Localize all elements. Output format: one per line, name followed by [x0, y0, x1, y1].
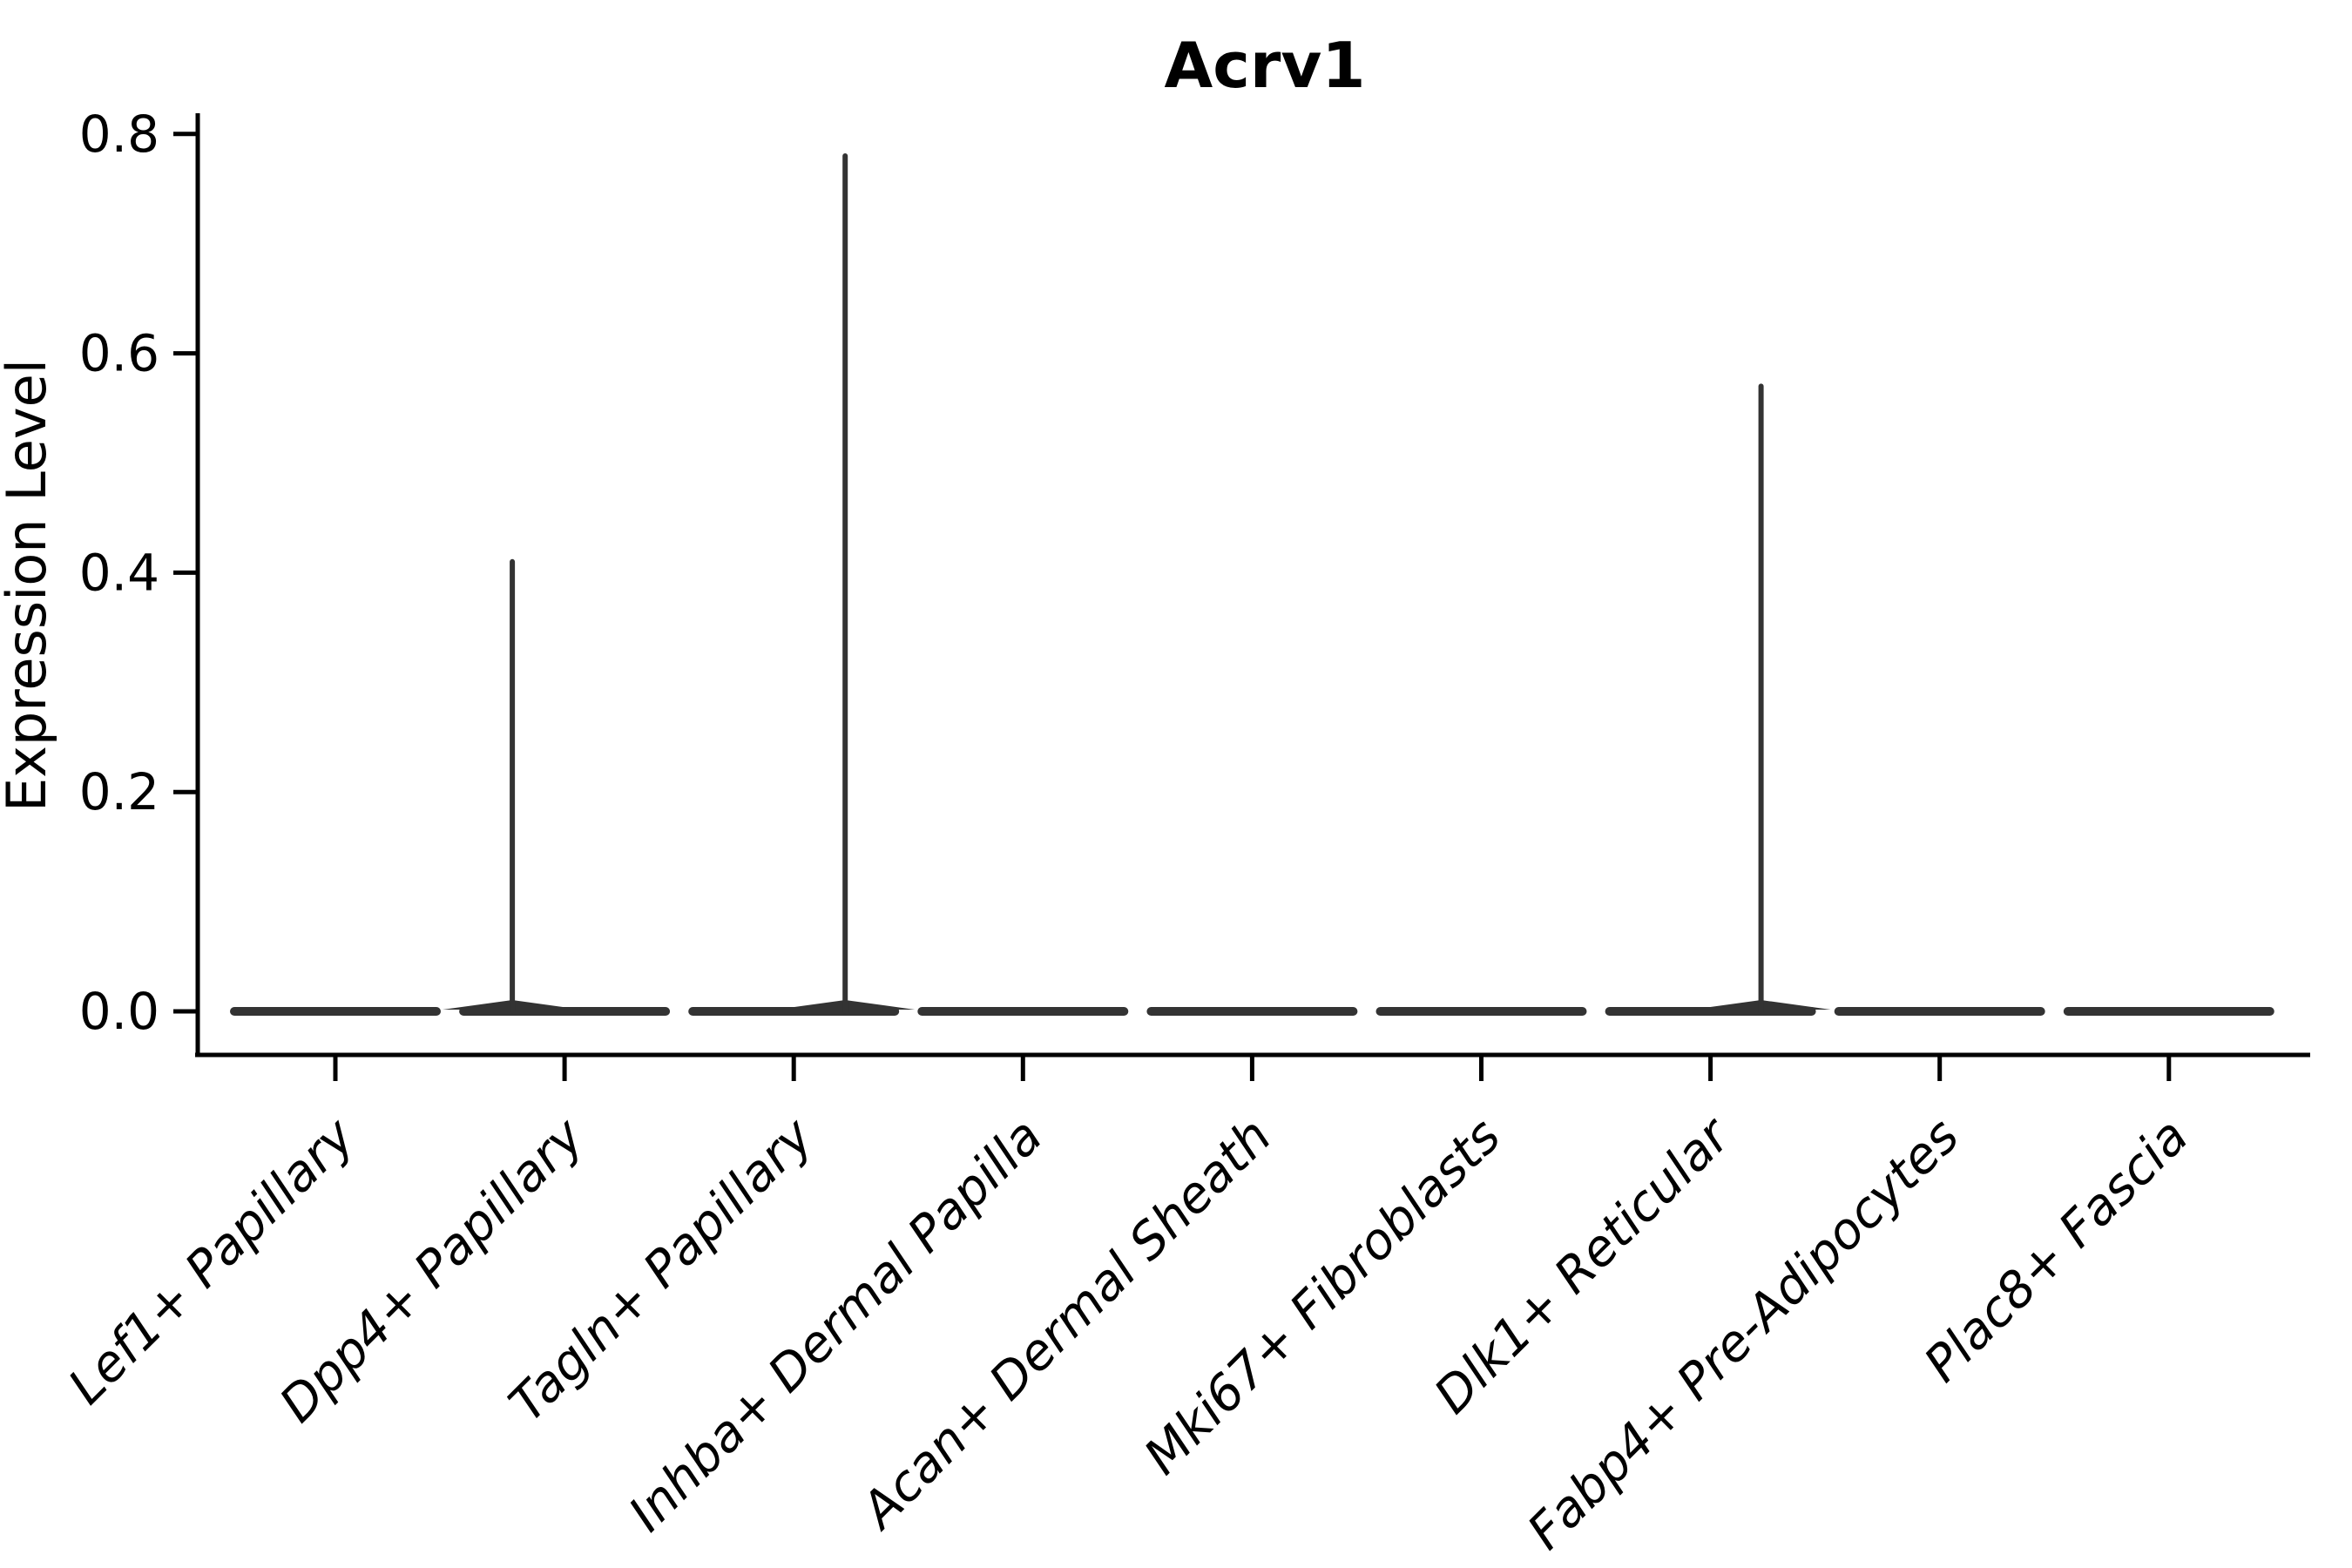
y-tick-label-0.8: 0.8: [79, 105, 159, 164]
y-tick-label-0.2: 0.2: [79, 762, 159, 821]
y-tick-label-0.6: 0.6: [79, 324, 159, 383]
y-tick-label-0.0: 0.0: [79, 982, 159, 1041]
violin-fabp4-pre-adipocytes: [1834, 1007, 2045, 1016]
y-tick-label-0.4: 0.4: [79, 543, 159, 602]
violin-mki67-fibroblasts: [1375, 1007, 1587, 1016]
violin-inhba-dermal-papilla: [917, 1007, 1129, 1016]
violin-plac8-fascia: [2063, 1007, 2274, 1016]
y-axis-label: Expression Level: [0, 359, 58, 812]
violin-lef1-papillary: [230, 1007, 441, 1016]
x-tick-label-inhba-dermal-papilla: Inhba+ Dermal Papilla: [618, 1107, 1053, 1543]
x-tick-label-acan-dermal-sheath: Acan+ Dermal Sheath: [848, 1107, 1282, 1541]
x-tick-label-fabp4-pre-adipocytes: Fabp4+ Pre-Adipocytes: [1517, 1107, 1970, 1560]
violin-acan-dermal-sheath: [1146, 1007, 1358, 1016]
chart-title: Acrv1: [1165, 29, 1366, 102]
